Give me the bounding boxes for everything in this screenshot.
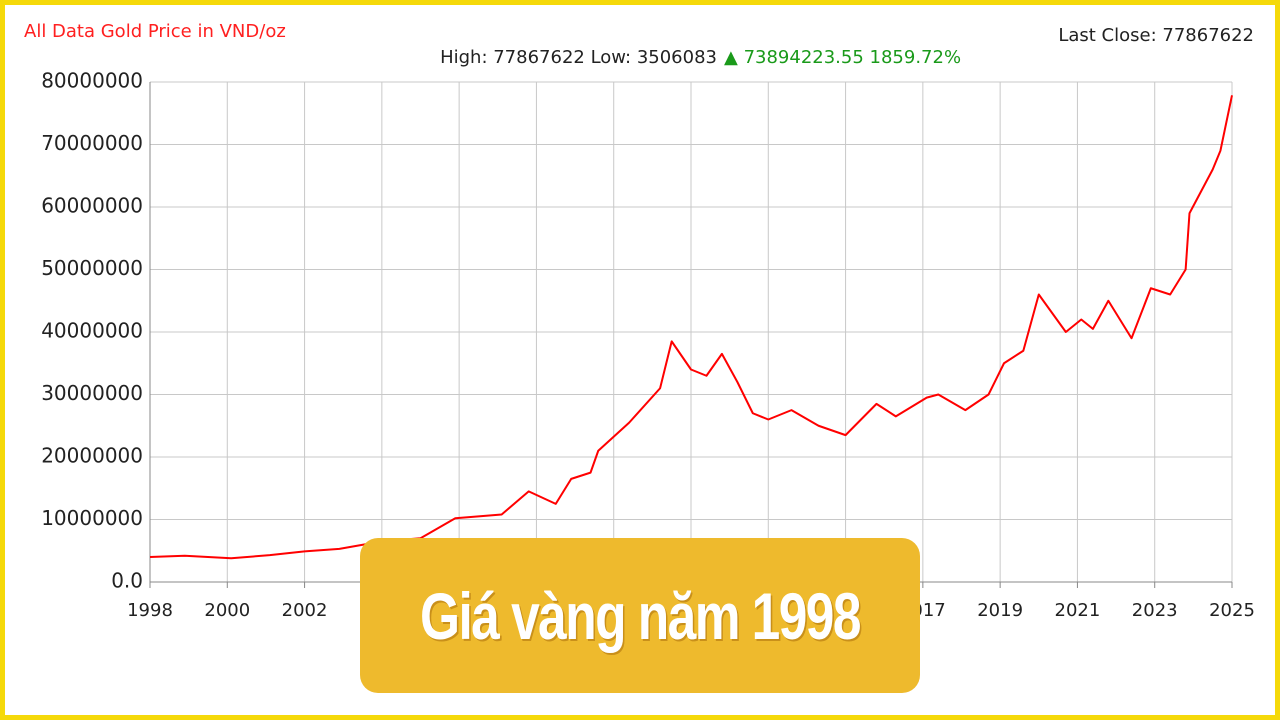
stats: High: 77867622 Low: 3506083 <box>440 47 717 68</box>
y-tick-label: 70000000 <box>41 131 143 155</box>
x-tick-label: 2025 <box>1209 600 1255 621</box>
grid <box>149 81 1233 583</box>
y-tick-label: 40000000 <box>41 319 143 343</box>
last-close: Last Close: 77867622 <box>1058 25 1254 46</box>
price-line <box>149 95 1233 560</box>
banner-text: Giá vàng năm 1998 <box>420 578 861 653</box>
x-tick-label: 2002 <box>282 600 328 621</box>
x-tick-label: 2019 <box>977 600 1023 621</box>
y-tick-label: 50000000 <box>41 256 143 280</box>
y-tick-label: 60000000 <box>41 194 143 218</box>
chart-title: All Data Gold Price in VND/oz <box>24 21 286 42</box>
y-tick-label: 30000000 <box>41 381 143 405</box>
y-tick-label: 0.0 <box>111 569 143 593</box>
y-tick-label: 80000000 <box>41 69 143 93</box>
x-tick-label: 1998 <box>127 600 173 621</box>
y-tick-label: 10000000 <box>41 506 143 530</box>
x-tick-label: 2021 <box>1055 600 1101 621</box>
y-tick-label: 20000000 <box>41 444 143 468</box>
banner: Giá vàng năm 1998 <box>360 538 920 693</box>
x-tick-label: 2000 <box>204 600 250 621</box>
change: ▲ 73894223.55 1859.72% <box>724 47 961 68</box>
x-tick-label: 2023 <box>1132 600 1178 621</box>
